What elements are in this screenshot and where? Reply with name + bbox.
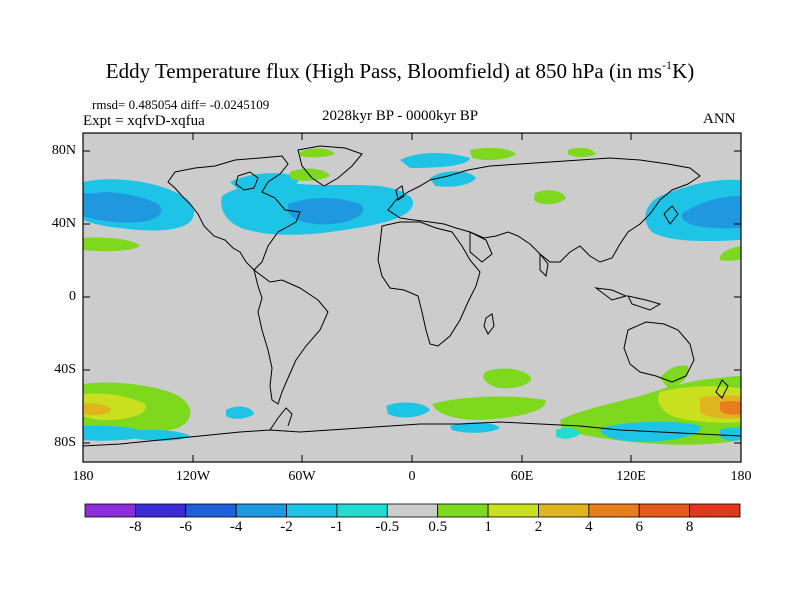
colorbar-swatch xyxy=(235,503,287,518)
colorbar-swatch xyxy=(437,503,489,518)
colorbar-swatch xyxy=(386,503,439,518)
lat-label: 80S xyxy=(54,435,76,450)
colorbar-swatch xyxy=(638,503,691,518)
lon-label: 60W xyxy=(288,469,316,484)
coastline-layer xyxy=(83,145,741,447)
lon-label: 180 xyxy=(730,469,752,484)
lat-label: 0 xyxy=(69,289,76,304)
stats-text: rmsd= 0.485054 diff= -0.0245109 xyxy=(92,97,270,112)
lon-label: 0 xyxy=(408,469,416,484)
experiment-label: Expt = xqfvD-xqfua xyxy=(83,113,205,129)
colorbar-swatch xyxy=(487,503,539,518)
lat-label: 40N xyxy=(51,216,76,231)
colorbar-swatch xyxy=(286,503,338,518)
season-label: ANN xyxy=(703,111,736,127)
colorbar-label: 1 xyxy=(484,519,492,535)
map-title: Eddy Temperature flux (High Pass, Bloomf… xyxy=(105,58,695,83)
lat-label: 40S xyxy=(54,362,76,377)
colorbar-label: -6 xyxy=(179,519,193,535)
colorbar-label: 8 xyxy=(685,519,694,535)
colorbar-swatch xyxy=(538,503,590,518)
lon-ticks xyxy=(192,133,632,462)
colorbar-label: 0.5 xyxy=(428,519,448,535)
colorbar-label: 6 xyxy=(635,519,643,535)
colorbar-swatch xyxy=(134,503,187,518)
colorbar-swatch xyxy=(689,503,741,518)
lat-label: 80N xyxy=(51,143,76,158)
colorbar-label: -2 xyxy=(280,519,293,535)
colorbar-label: -4 xyxy=(229,519,243,535)
colorbar xyxy=(84,503,741,518)
lon-label: 180 xyxy=(72,469,94,484)
lon-label: 120E xyxy=(616,469,646,484)
colorbar-swatch xyxy=(588,503,640,518)
lon-label: 60E xyxy=(510,469,534,484)
colorbar-swatch xyxy=(84,503,136,518)
colorbar-swatch xyxy=(336,503,388,518)
lon-label: 120W xyxy=(175,469,211,484)
colorbar-label: -1 xyxy=(330,519,344,535)
colorbar-swatch xyxy=(185,503,237,518)
lat-ticks xyxy=(83,150,741,444)
colorbar-label: 2 xyxy=(534,519,543,535)
colorbar-label: -8 xyxy=(129,519,142,535)
period-label: 2028kyr BP - 0000kyr BP xyxy=(322,108,479,124)
colorbar-label: -0.5 xyxy=(375,519,400,535)
colorbar-label: 4 xyxy=(585,519,593,535)
